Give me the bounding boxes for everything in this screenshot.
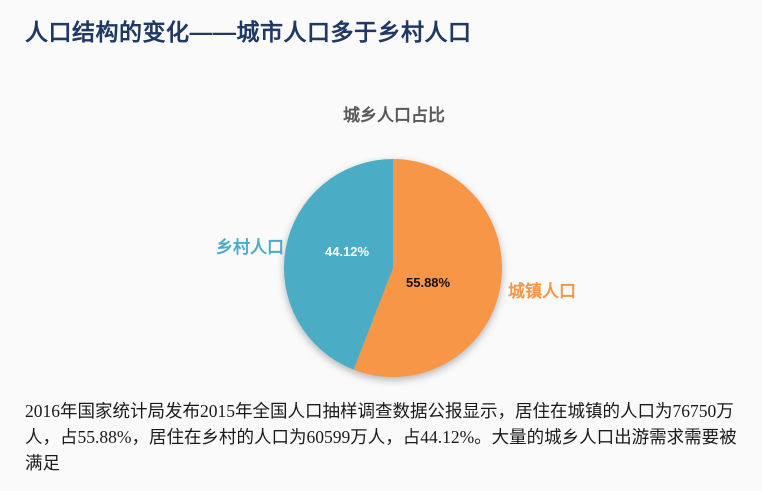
pie-slice-urban [353,159,502,378]
chart-title: 城乡人口占比 [343,106,445,125]
rural-slice-percentage: 44.12% [325,244,370,259]
urban-slice-percentage: 55.88% [406,275,451,290]
pie-slice-rural [283,159,393,370]
description-paragraph: 2016年国家统计局发布2015年全国人口抽样调查数据公报显示，居住在城镇的人口… [25,401,737,473]
page-title: 人口结构的变化——城市人口多于乡村人口 [25,19,472,45]
urban-slice-label: 城镇人口 [508,282,576,301]
rural-slice-label: 乡村人口 [216,238,284,257]
